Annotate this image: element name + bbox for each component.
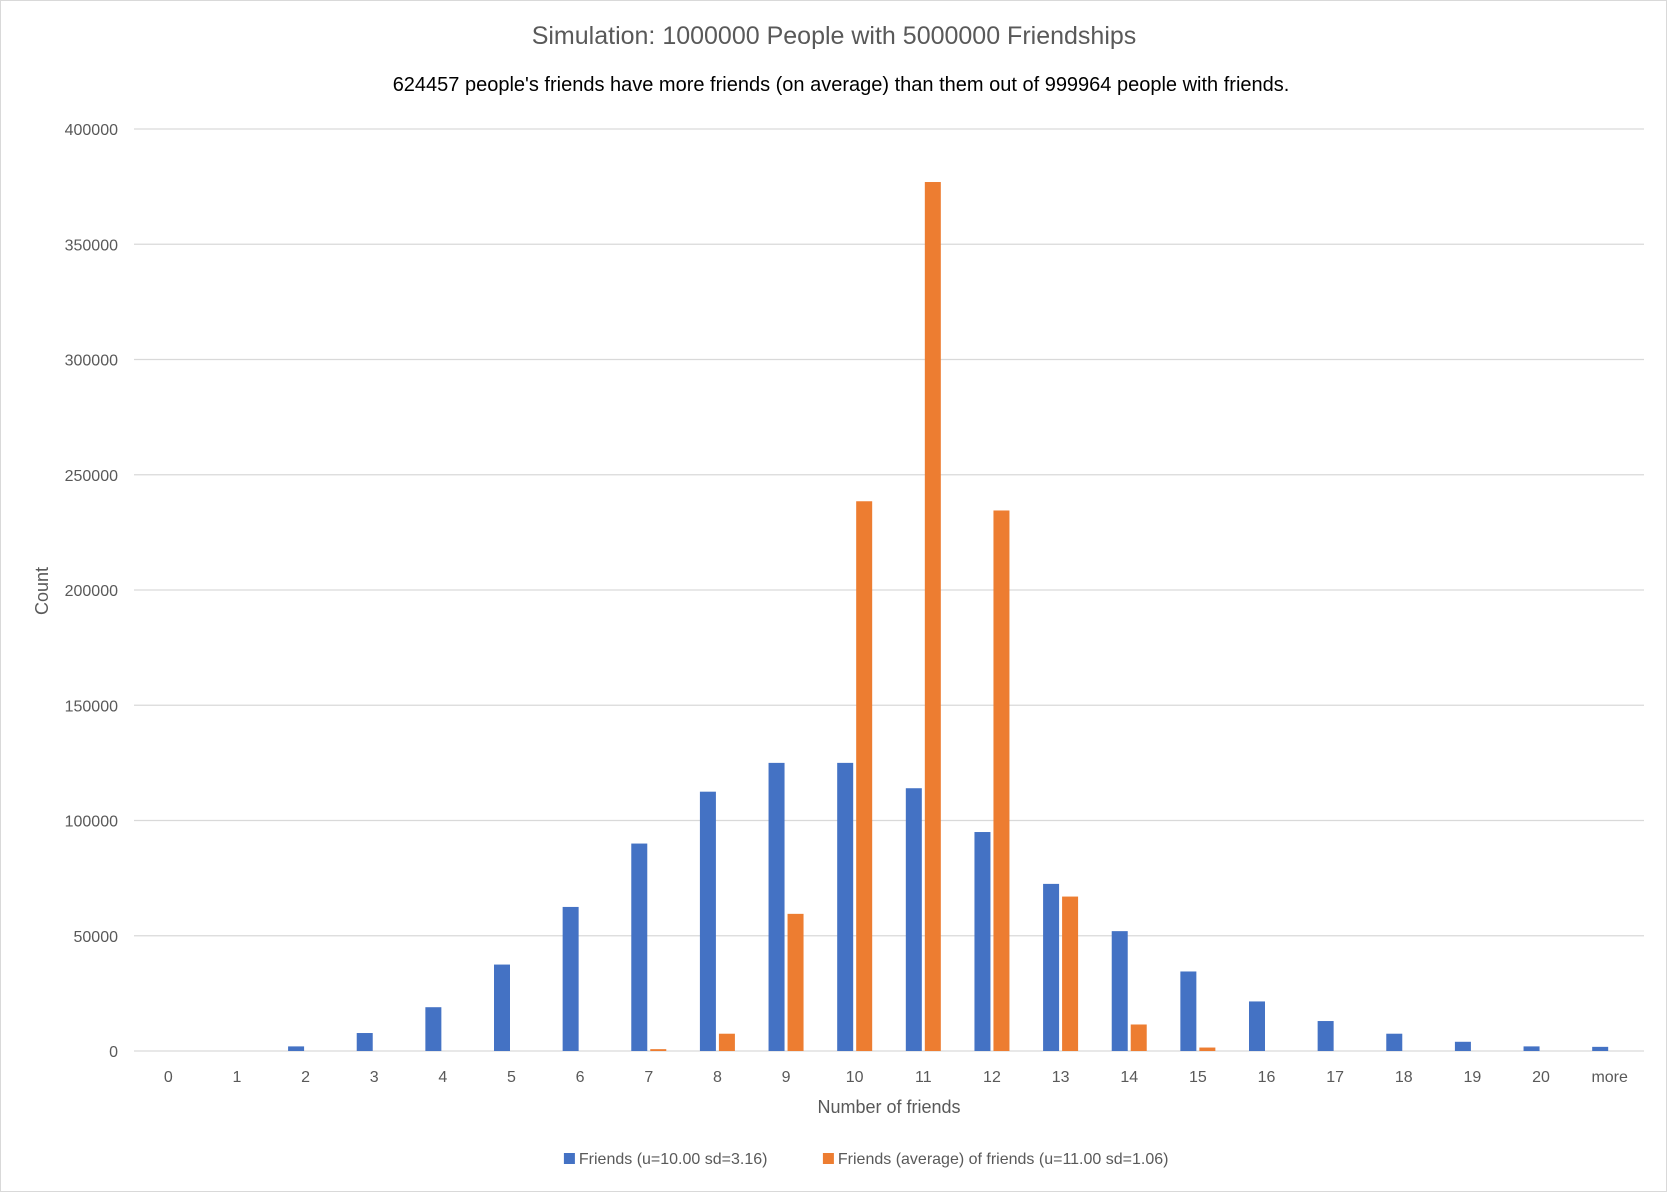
x-tick-label: 9: [782, 1069, 791, 1086]
chart-subtitle: 624457 people's friends have more friend…: [393, 74, 1290, 96]
bar-series-1-18: [1386, 1033, 1403, 1051]
x-tick-label: 14: [1120, 1069, 1138, 1086]
x-tick-label: 6: [576, 1069, 585, 1086]
x-tick-label: 5: [507, 1069, 516, 1086]
x-tick-label: 15: [1189, 1069, 1207, 1086]
bar-series-1-10: [837, 762, 854, 1051]
legend: Friends (u=10.00 sd=3.16) Friends (averag…: [563, 1151, 1169, 1168]
x-tick-label: 4: [438, 1069, 447, 1086]
chart-title: Simulation: 1000000 People with 5000000 …: [532, 22, 1137, 50]
bar-series-1-3: [356, 1033, 373, 1051]
y-tick-label: 50000: [74, 929, 119, 946]
x-tick-label: 11: [915, 1069, 932, 1086]
x-tick-label: 8: [713, 1069, 722, 1086]
bar-series-2-7: [650, 1049, 667, 1051]
bar-series-1-2: [288, 1046, 305, 1051]
y-tick-label: 400000: [65, 122, 118, 139]
y-tick-label: 350000: [65, 237, 118, 254]
bar-series-1-17: [1317, 1021, 1334, 1051]
y-axis-title: Count: [32, 567, 52, 615]
bar-series-2-9: [787, 913, 804, 1051]
bar-series-1-20: [1523, 1046, 1540, 1051]
legend-swatch-1: [563, 1153, 575, 1164]
legend-swatch-2: [822, 1153, 834, 1164]
bar-series-1-16: [1249, 1001, 1265, 1051]
bar-series-1-4: [425, 1007, 442, 1051]
grid-layer: [134, 128, 1644, 1052]
bar-series-2-8: [718, 1033, 735, 1051]
x-tick-label: 2: [301, 1069, 310, 1086]
bar-series-1-11: [905, 788, 922, 1051]
bar-series-1-13: [1043, 883, 1060, 1051]
y-tick-label: 200000: [65, 583, 118, 600]
legend-label-1: Friends (u=10.00 sd=3.16): [579, 1151, 768, 1168]
bar-series-2-14: [1130, 1024, 1147, 1051]
y-axis-ticks: 0 50000 100000 150000 200000 250000 300000 3500…: [65, 122, 118, 1061]
bar-series-1-more: [1592, 1046, 1609, 1051]
x-tick-label: 19: [1464, 1069, 1482, 1086]
bar-series-1-14: [1111, 931, 1128, 1051]
bar-series-1-9: [768, 762, 785, 1051]
bar-series-2-13: [1062, 896, 1079, 1051]
x-tick-label: more: [1591, 1069, 1628, 1086]
x-tick-label: 16: [1258, 1069, 1276, 1086]
bar-series-2-15: [1199, 1047, 1216, 1051]
y-tick-label: 250000: [65, 468, 118, 485]
bar-series-2-10: [856, 501, 873, 1051]
bar-series-1-8: [699, 791, 716, 1051]
x-tick-label: 12: [983, 1069, 1001, 1086]
x-tick-label: 3: [370, 1069, 379, 1086]
x-tick-label: 17: [1326, 1069, 1344, 1086]
y-tick-label: 300000: [65, 353, 118, 370]
x-tick-label: 0: [164, 1069, 173, 1086]
x-tick-label: 13: [1052, 1069, 1070, 1086]
bar-series-1-7: [631, 843, 648, 1051]
x-tick-label: 1: [233, 1069, 242, 1086]
y-tick-label: 0: [109, 1044, 118, 1061]
y-tick-label: 100000: [65, 814, 118, 831]
bar-series-1-15: [1180, 971, 1197, 1051]
bar-series-1-6: [562, 906, 579, 1051]
bar-series-2-12: [993, 510, 1010, 1051]
bar-series-1-5: [494, 964, 510, 1051]
x-tick-label: 10: [846, 1069, 864, 1086]
bar-series-1-12: [974, 832, 991, 1051]
x-tick-label: 18: [1395, 1069, 1413, 1086]
bar-series-1-19: [1454, 1041, 1471, 1051]
legend-label-2: Friends (average) of friends (u=11.00 sd…: [838, 1151, 1169, 1168]
x-tick-label: 7: [644, 1069, 653, 1086]
x-axis-title: Number of friends: [817, 1097, 960, 1117]
bar-series-2-11: [924, 182, 941, 1051]
x-tick-label: 20: [1532, 1069, 1550, 1086]
x-axis-ticks: 0 1 2 3 4 5 6 7 8 9 10 11 12 13 14 15 16 17 18 19 20 more: [164, 1069, 1628, 1086]
bars-layer: [288, 182, 1609, 1051]
y-tick-label: 150000: [65, 698, 118, 715]
